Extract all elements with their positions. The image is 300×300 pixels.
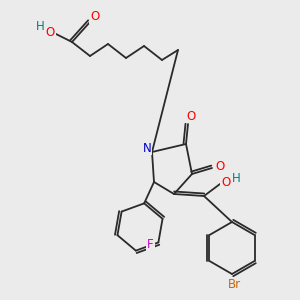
Text: H: H — [36, 20, 44, 32]
Text: F: F — [147, 238, 154, 251]
Text: N: N — [142, 142, 152, 154]
Text: Br: Br — [227, 278, 241, 290]
Text: H: H — [232, 172, 240, 184]
Text: O: O — [186, 110, 196, 122]
Text: O: O — [90, 11, 100, 23]
Text: O: O — [215, 160, 225, 172]
Text: O: O — [45, 26, 55, 38]
Text: O: O — [221, 176, 231, 188]
